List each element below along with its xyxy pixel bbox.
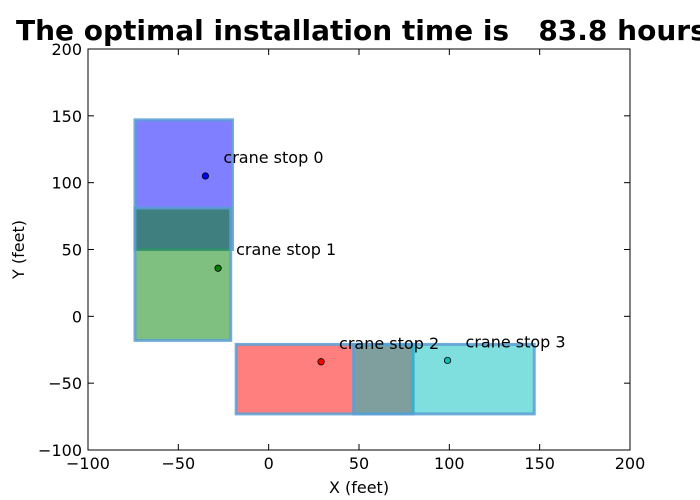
crane-stop-point-3 (443, 356, 452, 365)
y-tick-label-0: −100 (38, 441, 82, 460)
coverage-region-3 (352, 342, 536, 416)
y-tick-label-6: 200 (51, 40, 82, 59)
coverage-regions (133, 118, 536, 416)
crane-stop-points (201, 172, 452, 366)
crane-stop-point-0 (201, 172, 210, 180)
x-tick-label-4: 100 (434, 454, 465, 473)
y-tick-label-5: 150 (51, 107, 82, 126)
crane-stop-label-3: crane stop 3 (466, 332, 566, 351)
chart-title: The optimal installation time is 83.8 ho… (16, 14, 700, 47)
crane-stop-label-0: crane stop 0 (223, 148, 323, 167)
x-tick-label-2: 0 (264, 454, 274, 473)
x-tick-label-6: 200 (615, 454, 646, 473)
crane-stop-label-2: crane stop 2 (339, 334, 439, 353)
crane-stop-labels: crane stop 0 crane stop 1 crane stop 2 cran… (223, 148, 565, 353)
x-tick-label-1: −50 (161, 454, 195, 473)
x-axis-label: X (feet) (329, 478, 389, 497)
x-tick-label-5: 150 (524, 454, 555, 473)
coverage-region-1 (133, 206, 233, 342)
y-tick-label-1: −50 (48, 374, 82, 393)
axis-ticks: −100 −50 0 50 100 150 200 −100 −50 0 50 100 150 200 (38, 40, 645, 473)
x-tick-label-0: −100 (66, 454, 110, 473)
x-tick-label-3: 50 (349, 454, 369, 473)
y-tick-label-4: 100 (51, 174, 82, 193)
crane-stop-label-1: crane stop 1 (236, 240, 336, 259)
crane-stop-point-2 (317, 358, 325, 366)
crane-stop-point-1 (214, 264, 222, 272)
y-tick-label-2: 0 (72, 307, 82, 326)
y-axis-label: Y (feet) (9, 220, 28, 280)
y-tick-label-3: 50 (62, 241, 82, 260)
